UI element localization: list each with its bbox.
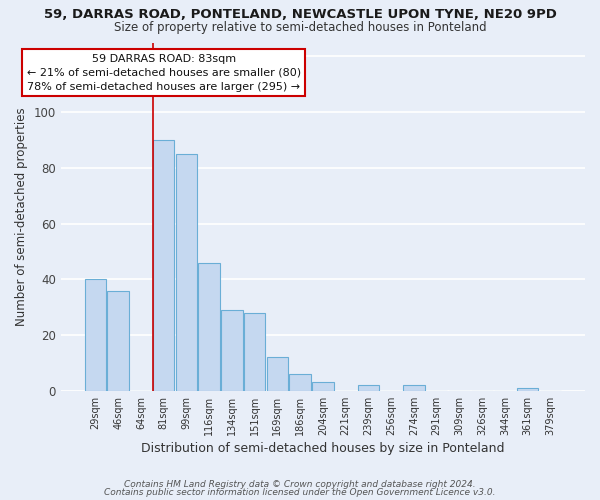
Bar bbox=[517, 388, 538, 391]
Bar bbox=[199, 262, 220, 391]
Bar bbox=[358, 385, 379, 391]
Bar bbox=[289, 374, 311, 391]
Bar bbox=[85, 280, 106, 391]
Bar bbox=[107, 290, 129, 391]
Text: 59 DARRAS ROAD: 83sqm
← 21% of semi-detached houses are smaller (80)
78% of semi: 59 DARRAS ROAD: 83sqm ← 21% of semi-deta… bbox=[26, 54, 301, 92]
Text: 59, DARRAS ROAD, PONTELAND, NEWCASTLE UPON TYNE, NE20 9PD: 59, DARRAS ROAD, PONTELAND, NEWCASTLE UP… bbox=[44, 8, 556, 20]
Text: Contains public sector information licensed under the Open Government Licence v3: Contains public sector information licen… bbox=[104, 488, 496, 497]
Bar bbox=[176, 154, 197, 391]
Text: Size of property relative to semi-detached houses in Ponteland: Size of property relative to semi-detach… bbox=[113, 21, 487, 34]
Bar bbox=[244, 313, 265, 391]
Text: Contains HM Land Registry data © Crown copyright and database right 2024.: Contains HM Land Registry data © Crown c… bbox=[124, 480, 476, 489]
Bar bbox=[153, 140, 175, 391]
X-axis label: Distribution of semi-detached houses by size in Ponteland: Distribution of semi-detached houses by … bbox=[141, 442, 505, 455]
Bar bbox=[221, 310, 243, 391]
Bar bbox=[403, 385, 425, 391]
Bar bbox=[312, 382, 334, 391]
Y-axis label: Number of semi-detached properties: Number of semi-detached properties bbox=[15, 108, 28, 326]
Bar bbox=[266, 358, 288, 391]
